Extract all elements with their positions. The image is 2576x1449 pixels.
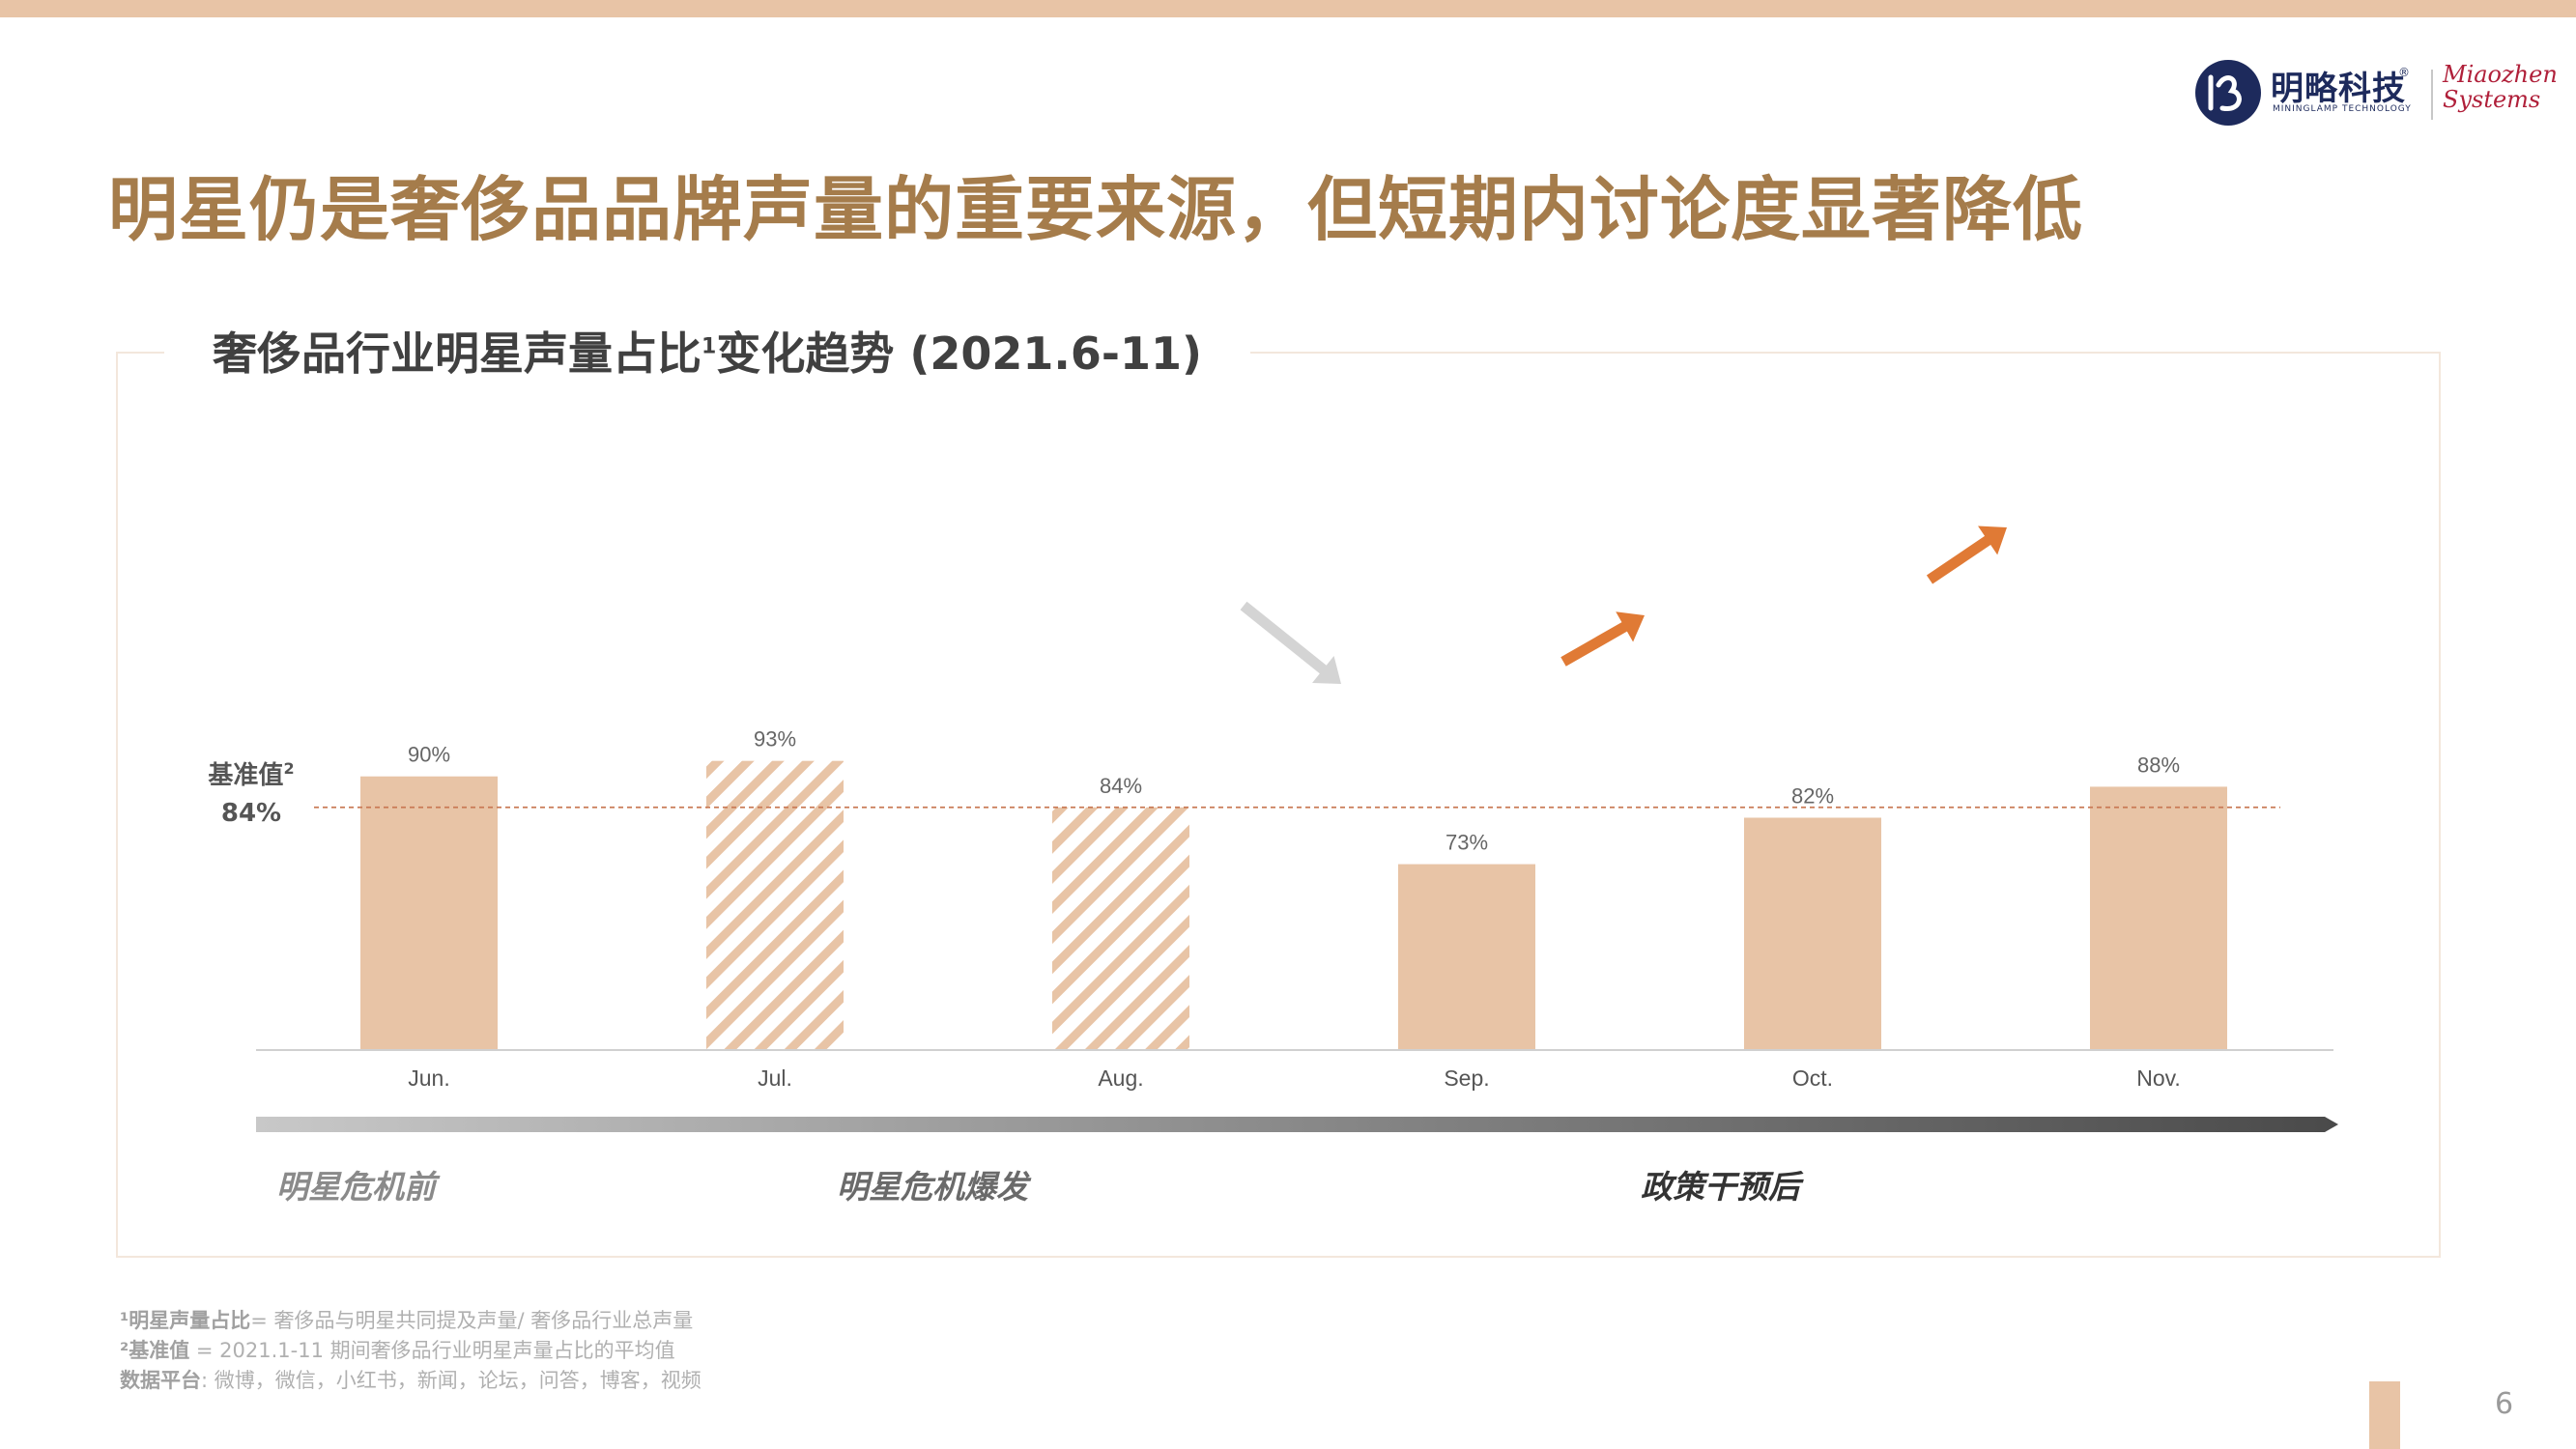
- chart-frame: [116, 352, 2441, 1258]
- x-tick-label: Sep.: [1444, 1065, 1489, 1091]
- timeline-bar: [256, 1117, 2338, 1132]
- timeline-phase-label: 明星危机爆发: [837, 1168, 1032, 1206]
- footnote-3-text: : 微博，微信，小红书，新闻，论坛，问答，博客，视频: [201, 1369, 701, 1392]
- data-label: 90%: [408, 743, 450, 767]
- data-label: 88%: [2137, 753, 2180, 777]
- footnote-1-key: ¹明星声量占比: [120, 1309, 251, 1332]
- trend-arrow-up-icon: [1926, 526, 2007, 584]
- trend-arrow-down-icon: [1240, 601, 1341, 684]
- logo-divider: [2431, 70, 2433, 120]
- data-label: 84%: [1100, 774, 1142, 798]
- bar-sep: [1398, 864, 1535, 1050]
- footnote-2-key: ²基准值: [120, 1339, 190, 1362]
- baseline-value-label: 84%: [221, 799, 281, 828]
- data-label: 93%: [754, 727, 796, 752]
- footnote-3: 数据平台: 微博，微信，小红书，新闻，论坛，问答，博客，视频: [120, 1366, 701, 1396]
- x-tick-label: Nov.: [2136, 1065, 2181, 1091]
- baseline-label-sup: 2: [283, 759, 294, 778]
- baseline-label-text: 基准值: [208, 761, 283, 790]
- partner-logo-line1: Miaozhen: [2443, 61, 2558, 88]
- logo-mark-icon: [2195, 60, 2261, 126]
- bar-jul: [706, 760, 844, 1050]
- bar-nov: [2090, 786, 2227, 1050]
- partner-logo-line2: Systems: [2443, 86, 2541, 113]
- footnote-1-text: = 奢侈品与明星共同提及声量/ 奢侈品行业总声量: [250, 1309, 694, 1332]
- footnotes: ¹明星声量占比= 奢侈品与明星共同提及声量/ 奢侈品行业总声量 ²基准值 = 2…: [120, 1306, 701, 1396]
- chart-title-main: 奢侈品行业明星声量占比: [213, 327, 701, 380]
- logo-name-en: MININGLAMP TECHNOLOGY: [2273, 104, 2412, 114]
- bar-jun: [360, 776, 498, 1050]
- footnote-1: ¹明星声量占比= 奢侈品与明星共同提及声量/ 奢侈品行业总声量: [120, 1306, 701, 1336]
- data-label: 82%: [1791, 783, 1834, 808]
- page-number: 6: [2495, 1387, 2514, 1421]
- footnote-2-text: = 2021.1-11 期间奢侈品行业明星声量占比的平均值: [189, 1339, 675, 1362]
- x-tick-label: Aug.: [1098, 1065, 1143, 1091]
- timeline-phase-label: 明星危机前: [276, 1168, 441, 1206]
- chart-title: 奢侈品行业明星声量占比1变化趋势 (2021.6-11): [164, 319, 1250, 383]
- footnote-2: ²基准值 = 2021.1-11 期间奢侈品行业明星声量占比的平均值: [120, 1336, 701, 1366]
- logo-name-cn: 明略科技: [2271, 70, 2406, 108]
- x-tick-label: Oct.: [1792, 1065, 1833, 1091]
- x-tick-label: Jul.: [758, 1065, 792, 1091]
- timeline-phase-label: 政策干预后: [1641, 1168, 1804, 1206]
- bar-oct: [1744, 817, 1881, 1050]
- footnote-3-key: 数据平台: [120, 1369, 201, 1392]
- data-label: 73%: [1445, 831, 1488, 855]
- partner-logo: Miaozhen Systems: [2443, 62, 2558, 112]
- logo-registered-mark: ®: [2398, 66, 2410, 79]
- page-title: 明星仍是奢侈品品牌声量的重要来源，但短期内讨论度显著降低: [108, 169, 2084, 250]
- baseline-label: 基准值2: [208, 759, 294, 790]
- x-tick-label: Jun.: [408, 1065, 449, 1091]
- chart-title-suffix: 变化趋势 (2021.6-11): [716, 327, 1202, 380]
- company-logo: 明略科技 ® MININGLAMP TECHNOLOGY Miaozhen Sy…: [2193, 56, 2558, 133]
- trend-arrow-up-icon: [1560, 611, 1645, 667]
- chart-title-footnote-mark: 1: [701, 334, 717, 359]
- page-number-tab: [2369, 1381, 2400, 1449]
- bar-aug: [1052, 807, 1189, 1050]
- top-accent-bar: [0, 0, 2576, 17]
